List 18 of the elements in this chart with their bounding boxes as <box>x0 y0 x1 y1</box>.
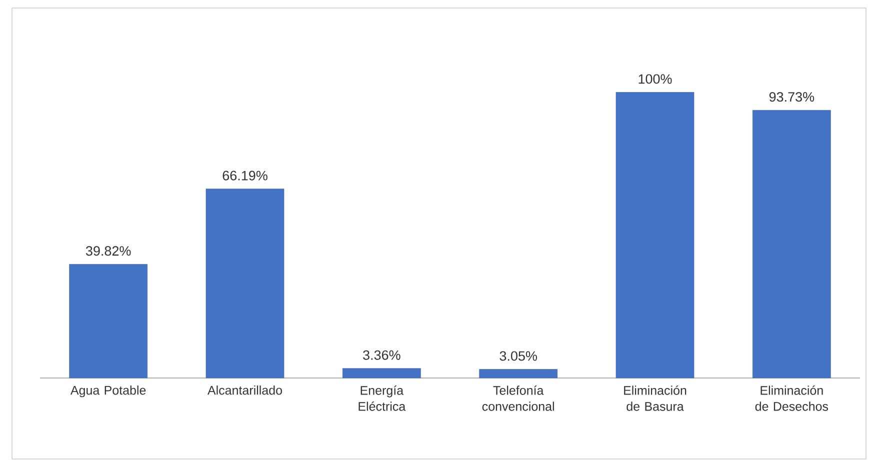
data-label: 3.36% <box>363 350 400 360</box>
bar <box>752 110 831 378</box>
bar <box>206 188 284 378</box>
bar <box>69 264 148 378</box>
bar <box>342 368 421 378</box>
x-tick-label: Eliminación de Desechos <box>755 386 828 411</box>
bar <box>479 369 558 378</box>
data-label: 3.05% <box>500 351 537 361</box>
x-tick-label: Alcantarillado <box>208 386 282 395</box>
data-label: 66.19% <box>222 170 268 180</box>
x-tick-label: Eliminación de Basura <box>624 386 686 411</box>
data-label: 93.73% <box>769 92 814 102</box>
x-tick-label: Telefonía convencional <box>482 386 554 411</box>
data-label: 39.82% <box>86 246 131 256</box>
x-tick-label: Agua Potable <box>70 386 146 398</box>
data-label: 100% <box>638 74 672 84</box>
bar <box>616 92 694 378</box>
x-tick-label: Energía Eléctrica <box>358 386 406 411</box>
